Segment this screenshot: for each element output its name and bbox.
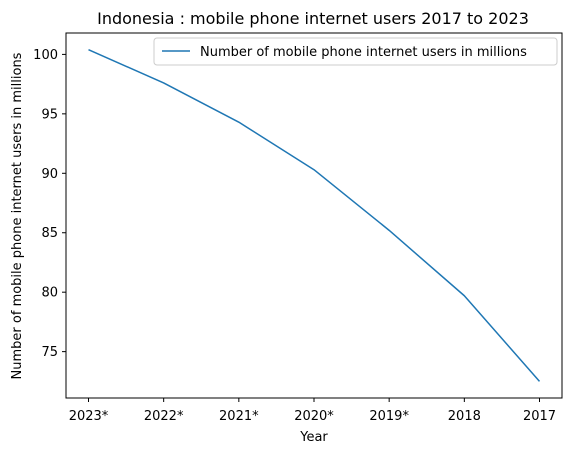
y-tick-label: 80 [41,286,58,301]
plot-area [65,32,563,399]
y-tick-label: 100 [33,48,58,63]
y-tick-label: 85 [41,226,58,241]
legend-label: Number of mobile phone internet users in… [200,45,527,60]
x-tick-label: 2020* [294,409,334,424]
x-tick-label: 2022* [144,409,184,424]
x-tick-label: 2017 [523,409,556,424]
x-axis-label: Year [299,430,328,445]
x-tick-label: 2018 [448,409,481,424]
legend: Number of mobile phone internet users in… [153,37,558,66]
y-axis: 75 80 85 90 95 100 [33,48,66,360]
x-tick-label: 2021* [219,409,259,424]
chart-title: Indonesia : mobile phone internet users … [97,9,529,28]
y-tick-label: 90 [41,167,58,182]
x-tick-label: 2023* [69,409,109,424]
x-tick-label: 2019* [369,409,409,424]
legend-box [153,37,558,66]
x-axis: 2023* 2022* 2021* 2020* 2019* 2018 2017 [69,398,556,424]
y-tick-label: 75 [41,345,58,360]
y-tick-label: 95 [41,107,58,122]
y-axis-label: Number of mobile phone internet users in… [10,52,25,379]
series-line [88,48,541,382]
